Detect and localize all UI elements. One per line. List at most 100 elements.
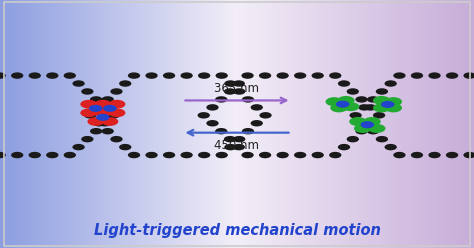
Circle shape	[393, 72, 406, 79]
Circle shape	[311, 152, 324, 158]
Circle shape	[356, 128, 368, 134]
Circle shape	[96, 114, 109, 121]
Circle shape	[28, 72, 41, 79]
Circle shape	[128, 72, 140, 79]
Circle shape	[338, 80, 350, 87]
Circle shape	[28, 152, 41, 158]
Circle shape	[364, 117, 381, 126]
Circle shape	[103, 105, 117, 112]
Circle shape	[94, 108, 111, 117]
Circle shape	[364, 120, 376, 126]
Circle shape	[373, 96, 390, 105]
Circle shape	[373, 112, 385, 119]
Circle shape	[346, 88, 359, 95]
Circle shape	[146, 72, 158, 79]
Circle shape	[109, 100, 126, 109]
Circle shape	[81, 136, 93, 142]
Circle shape	[198, 72, 210, 79]
Circle shape	[241, 152, 254, 158]
Circle shape	[101, 117, 118, 126]
Circle shape	[346, 136, 359, 142]
Circle shape	[216, 152, 228, 158]
Circle shape	[276, 152, 289, 158]
Circle shape	[46, 72, 58, 79]
Circle shape	[233, 88, 246, 95]
Circle shape	[46, 152, 58, 158]
Circle shape	[464, 152, 474, 158]
Circle shape	[376, 136, 388, 142]
Circle shape	[206, 104, 219, 111]
Circle shape	[206, 120, 219, 126]
Circle shape	[163, 152, 175, 158]
Circle shape	[99, 104, 111, 111]
Circle shape	[294, 72, 306, 79]
Circle shape	[90, 96, 102, 103]
Text: 450 nm: 450 nm	[215, 139, 259, 152]
Circle shape	[215, 96, 228, 103]
Circle shape	[119, 80, 131, 87]
Circle shape	[367, 96, 379, 103]
Circle shape	[356, 96, 368, 103]
Circle shape	[224, 80, 237, 87]
Circle shape	[224, 88, 236, 95]
Circle shape	[428, 72, 441, 79]
Circle shape	[87, 117, 104, 126]
Circle shape	[163, 72, 175, 79]
Circle shape	[464, 72, 474, 79]
Circle shape	[93, 104, 105, 111]
Circle shape	[329, 152, 341, 158]
Circle shape	[385, 97, 402, 106]
Circle shape	[354, 124, 371, 133]
Circle shape	[384, 80, 397, 87]
Circle shape	[94, 100, 111, 109]
Circle shape	[73, 80, 85, 87]
Circle shape	[216, 72, 228, 79]
Circle shape	[109, 108, 126, 117]
Circle shape	[251, 120, 263, 126]
Circle shape	[84, 112, 96, 119]
Circle shape	[376, 88, 388, 95]
Circle shape	[276, 72, 289, 79]
Circle shape	[242, 128, 254, 134]
Circle shape	[81, 88, 93, 95]
Circle shape	[110, 136, 123, 142]
Circle shape	[0, 152, 6, 158]
Circle shape	[0, 72, 6, 79]
Circle shape	[242, 96, 254, 103]
Circle shape	[349, 117, 366, 126]
Circle shape	[373, 103, 390, 112]
Circle shape	[224, 136, 236, 142]
Circle shape	[358, 104, 371, 111]
Circle shape	[233, 144, 245, 150]
Circle shape	[364, 104, 376, 111]
Circle shape	[93, 120, 105, 126]
Circle shape	[336, 101, 349, 108]
Circle shape	[99, 120, 111, 126]
Circle shape	[73, 144, 85, 150]
Circle shape	[411, 152, 423, 158]
Text: Light-triggered mechanical motion: Light-triggered mechanical motion	[93, 223, 381, 238]
Circle shape	[361, 121, 374, 128]
Circle shape	[198, 112, 210, 119]
Circle shape	[11, 152, 23, 158]
Circle shape	[251, 104, 263, 111]
Circle shape	[233, 80, 245, 87]
Circle shape	[311, 72, 324, 79]
Circle shape	[358, 120, 371, 126]
Circle shape	[294, 152, 306, 158]
Circle shape	[241, 72, 254, 79]
Circle shape	[80, 100, 97, 109]
Circle shape	[384, 144, 397, 150]
Circle shape	[259, 72, 271, 79]
Circle shape	[128, 152, 140, 158]
Circle shape	[337, 96, 355, 105]
Circle shape	[446, 72, 458, 79]
Circle shape	[108, 112, 120, 119]
Circle shape	[119, 144, 131, 150]
Circle shape	[101, 128, 114, 134]
Circle shape	[349, 112, 362, 119]
Circle shape	[101, 96, 114, 103]
Circle shape	[446, 152, 458, 158]
Circle shape	[110, 88, 123, 95]
Circle shape	[198, 152, 210, 158]
